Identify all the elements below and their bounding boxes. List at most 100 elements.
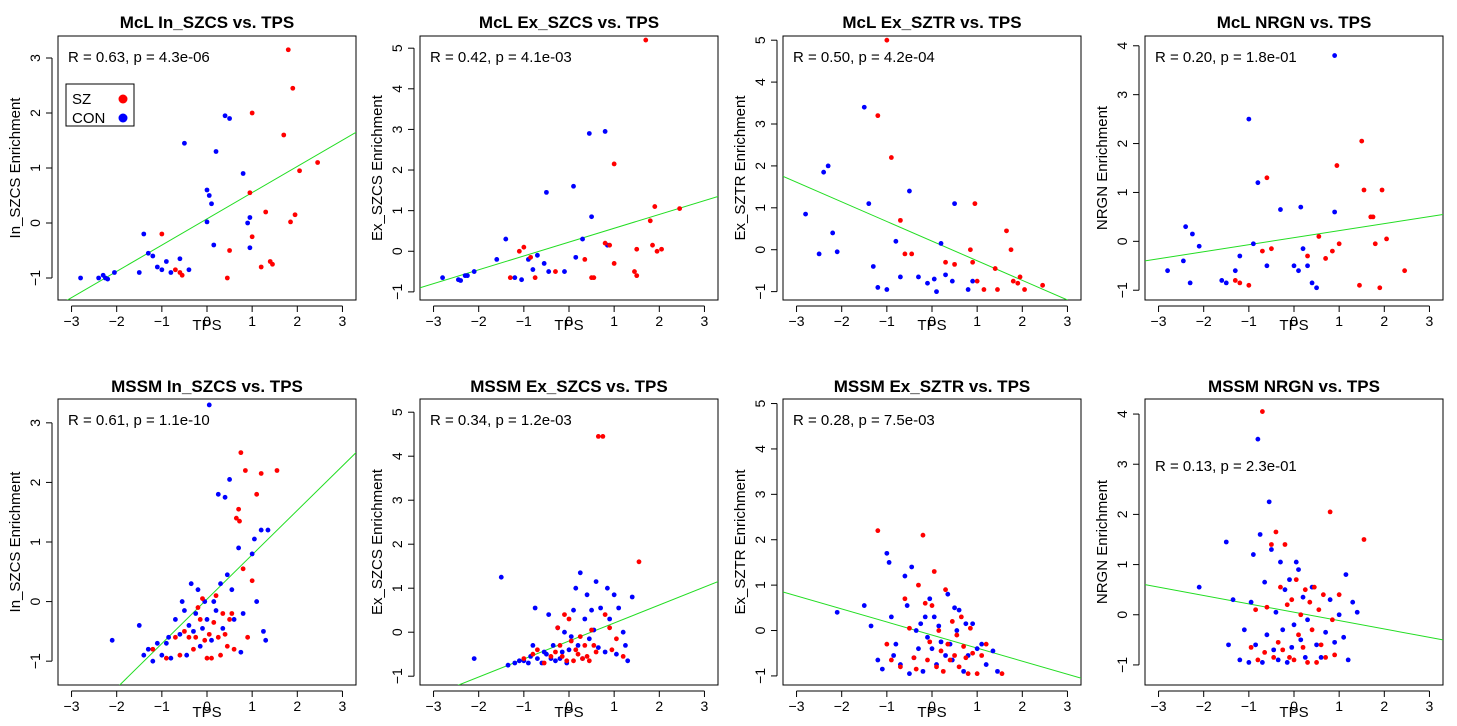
data-point-sz bbox=[285, 47, 291, 53]
x-tick-label: 2 bbox=[1018, 313, 1026, 329]
data-point-con bbox=[96, 275, 102, 281]
data-point-con bbox=[440, 275, 445, 281]
data-point-con bbox=[224, 572, 230, 578]
data-point-sz bbox=[909, 251, 915, 257]
legend-marker bbox=[118, 94, 128, 104]
data-point-con bbox=[1271, 647, 1277, 653]
data-point-con bbox=[1296, 567, 1301, 572]
data-point-con bbox=[209, 201, 214, 207]
stats-annotation: R = 0.50, p = 4.2e-04 bbox=[793, 49, 935, 66]
data-point-sz bbox=[562, 612, 567, 617]
data-point-sz bbox=[1015, 280, 1021, 286]
data-point-sz bbox=[580, 656, 585, 661]
data-point-con bbox=[516, 658, 522, 664]
y-axis-label: NRGN Enrichment bbox=[1094, 479, 1111, 604]
data-point-sz bbox=[907, 625, 912, 631]
data-point-con bbox=[519, 277, 524, 283]
data-point-con bbox=[916, 274, 921, 280]
data-point-con bbox=[1336, 612, 1342, 618]
data-point-con bbox=[954, 628, 960, 633]
data-point-con bbox=[1309, 280, 1315, 286]
data-point-con bbox=[550, 643, 556, 648]
data-point-sz bbox=[238, 450, 244, 456]
data-point-sz bbox=[247, 190, 253, 196]
data-point-sz bbox=[654, 248, 660, 254]
data-point-sz bbox=[227, 248, 232, 253]
x-tick-label: −2 bbox=[109, 698, 125, 714]
data-point-con bbox=[927, 596, 933, 602]
data-point-con bbox=[875, 657, 881, 663]
x-tick-label: 1 bbox=[1335, 313, 1343, 329]
x-tick-label: 2 bbox=[655, 313, 663, 329]
y-tick-label: 1 bbox=[1114, 560, 1130, 568]
data-point-con bbox=[1293, 559, 1299, 565]
data-point-con bbox=[512, 275, 518, 281]
data-point-sz bbox=[1402, 268, 1408, 274]
data-point-sz bbox=[1320, 592, 1326, 598]
data-point-sz bbox=[172, 267, 178, 273]
data-point-con bbox=[240, 611, 246, 616]
data-point-sz bbox=[620, 654, 626, 659]
data-point-con bbox=[861, 104, 867, 110]
data-point-con bbox=[1232, 268, 1238, 274]
data-point-sz bbox=[249, 110, 255, 116]
data-point-con bbox=[166, 634, 172, 640]
data-point-con bbox=[186, 623, 192, 628]
data-point-con bbox=[834, 249, 840, 255]
y-axis-label: In_SZCS Enrichment bbox=[7, 97, 24, 239]
data-point-con bbox=[580, 236, 585, 242]
data-point-sz bbox=[1305, 660, 1310, 665]
data-point-sz bbox=[1334, 163, 1340, 168]
data-point-sz bbox=[1357, 282, 1362, 288]
x-tick-label: −2 bbox=[1196, 698, 1212, 714]
data-point-con bbox=[265, 527, 271, 533]
data-point-con bbox=[620, 629, 626, 635]
y-tick-label: 0 bbox=[27, 597, 43, 605]
data-point-con bbox=[936, 623, 942, 629]
data-point-con bbox=[109, 637, 115, 643]
data-point-sz bbox=[191, 646, 196, 652]
data-point-sz bbox=[1253, 607, 1259, 613]
data-point-con bbox=[834, 609, 840, 615]
data-point-con bbox=[884, 287, 890, 292]
data-point-con bbox=[1183, 224, 1189, 230]
data-point-con bbox=[888, 614, 894, 620]
y-tick-label: 2 bbox=[1114, 510, 1130, 518]
x-axis-label: TPS bbox=[1279, 704, 1308, 721]
data-point-sz bbox=[555, 625, 561, 631]
data-point-con bbox=[1354, 609, 1360, 615]
data-point-sz bbox=[965, 671, 971, 677]
data-point-con bbox=[184, 652, 190, 658]
data-point-con bbox=[623, 643, 628, 648]
y-axis-label: Ex_SZTR Enrichment bbox=[732, 469, 749, 615]
data-point-con bbox=[1266, 499, 1272, 505]
data-point-con bbox=[970, 621, 976, 627]
data-point-con bbox=[1255, 436, 1261, 442]
y-tick-label: −1 bbox=[1114, 657, 1130, 673]
y-tick-label: 2 bbox=[752, 536, 768, 544]
data-point-con bbox=[909, 564, 915, 570]
y-tick-label: 4 bbox=[752, 445, 768, 453]
y-tick-label: 0 bbox=[27, 219, 43, 227]
data-point-con bbox=[168, 270, 174, 275]
data-point-sz bbox=[1008, 247, 1014, 253]
data-point-con bbox=[974, 646, 980, 652]
data-point-con bbox=[1250, 241, 1256, 247]
data-point-sz bbox=[952, 653, 957, 658]
y-tick-label: 2 bbox=[389, 540, 405, 548]
data-point-con bbox=[961, 668, 967, 674]
data-point-sz bbox=[557, 643, 563, 648]
data-point-sz bbox=[573, 647, 579, 653]
legend-label: CON bbox=[72, 110, 105, 127]
data-point-sz bbox=[647, 218, 653, 224]
data-point-con bbox=[177, 631, 183, 637]
y-axis-label: Ex_SZTR Enrichment bbox=[732, 95, 749, 241]
data-point-sz bbox=[607, 242, 613, 248]
data-point-sz bbox=[240, 566, 246, 572]
data-point-sz bbox=[1291, 657, 1297, 663]
data-point-con bbox=[920, 668, 926, 674]
data-point-con bbox=[471, 269, 477, 274]
y-axis-label: Ex_SZCS Enrichment bbox=[369, 94, 386, 241]
data-point-sz bbox=[925, 657, 930, 663]
